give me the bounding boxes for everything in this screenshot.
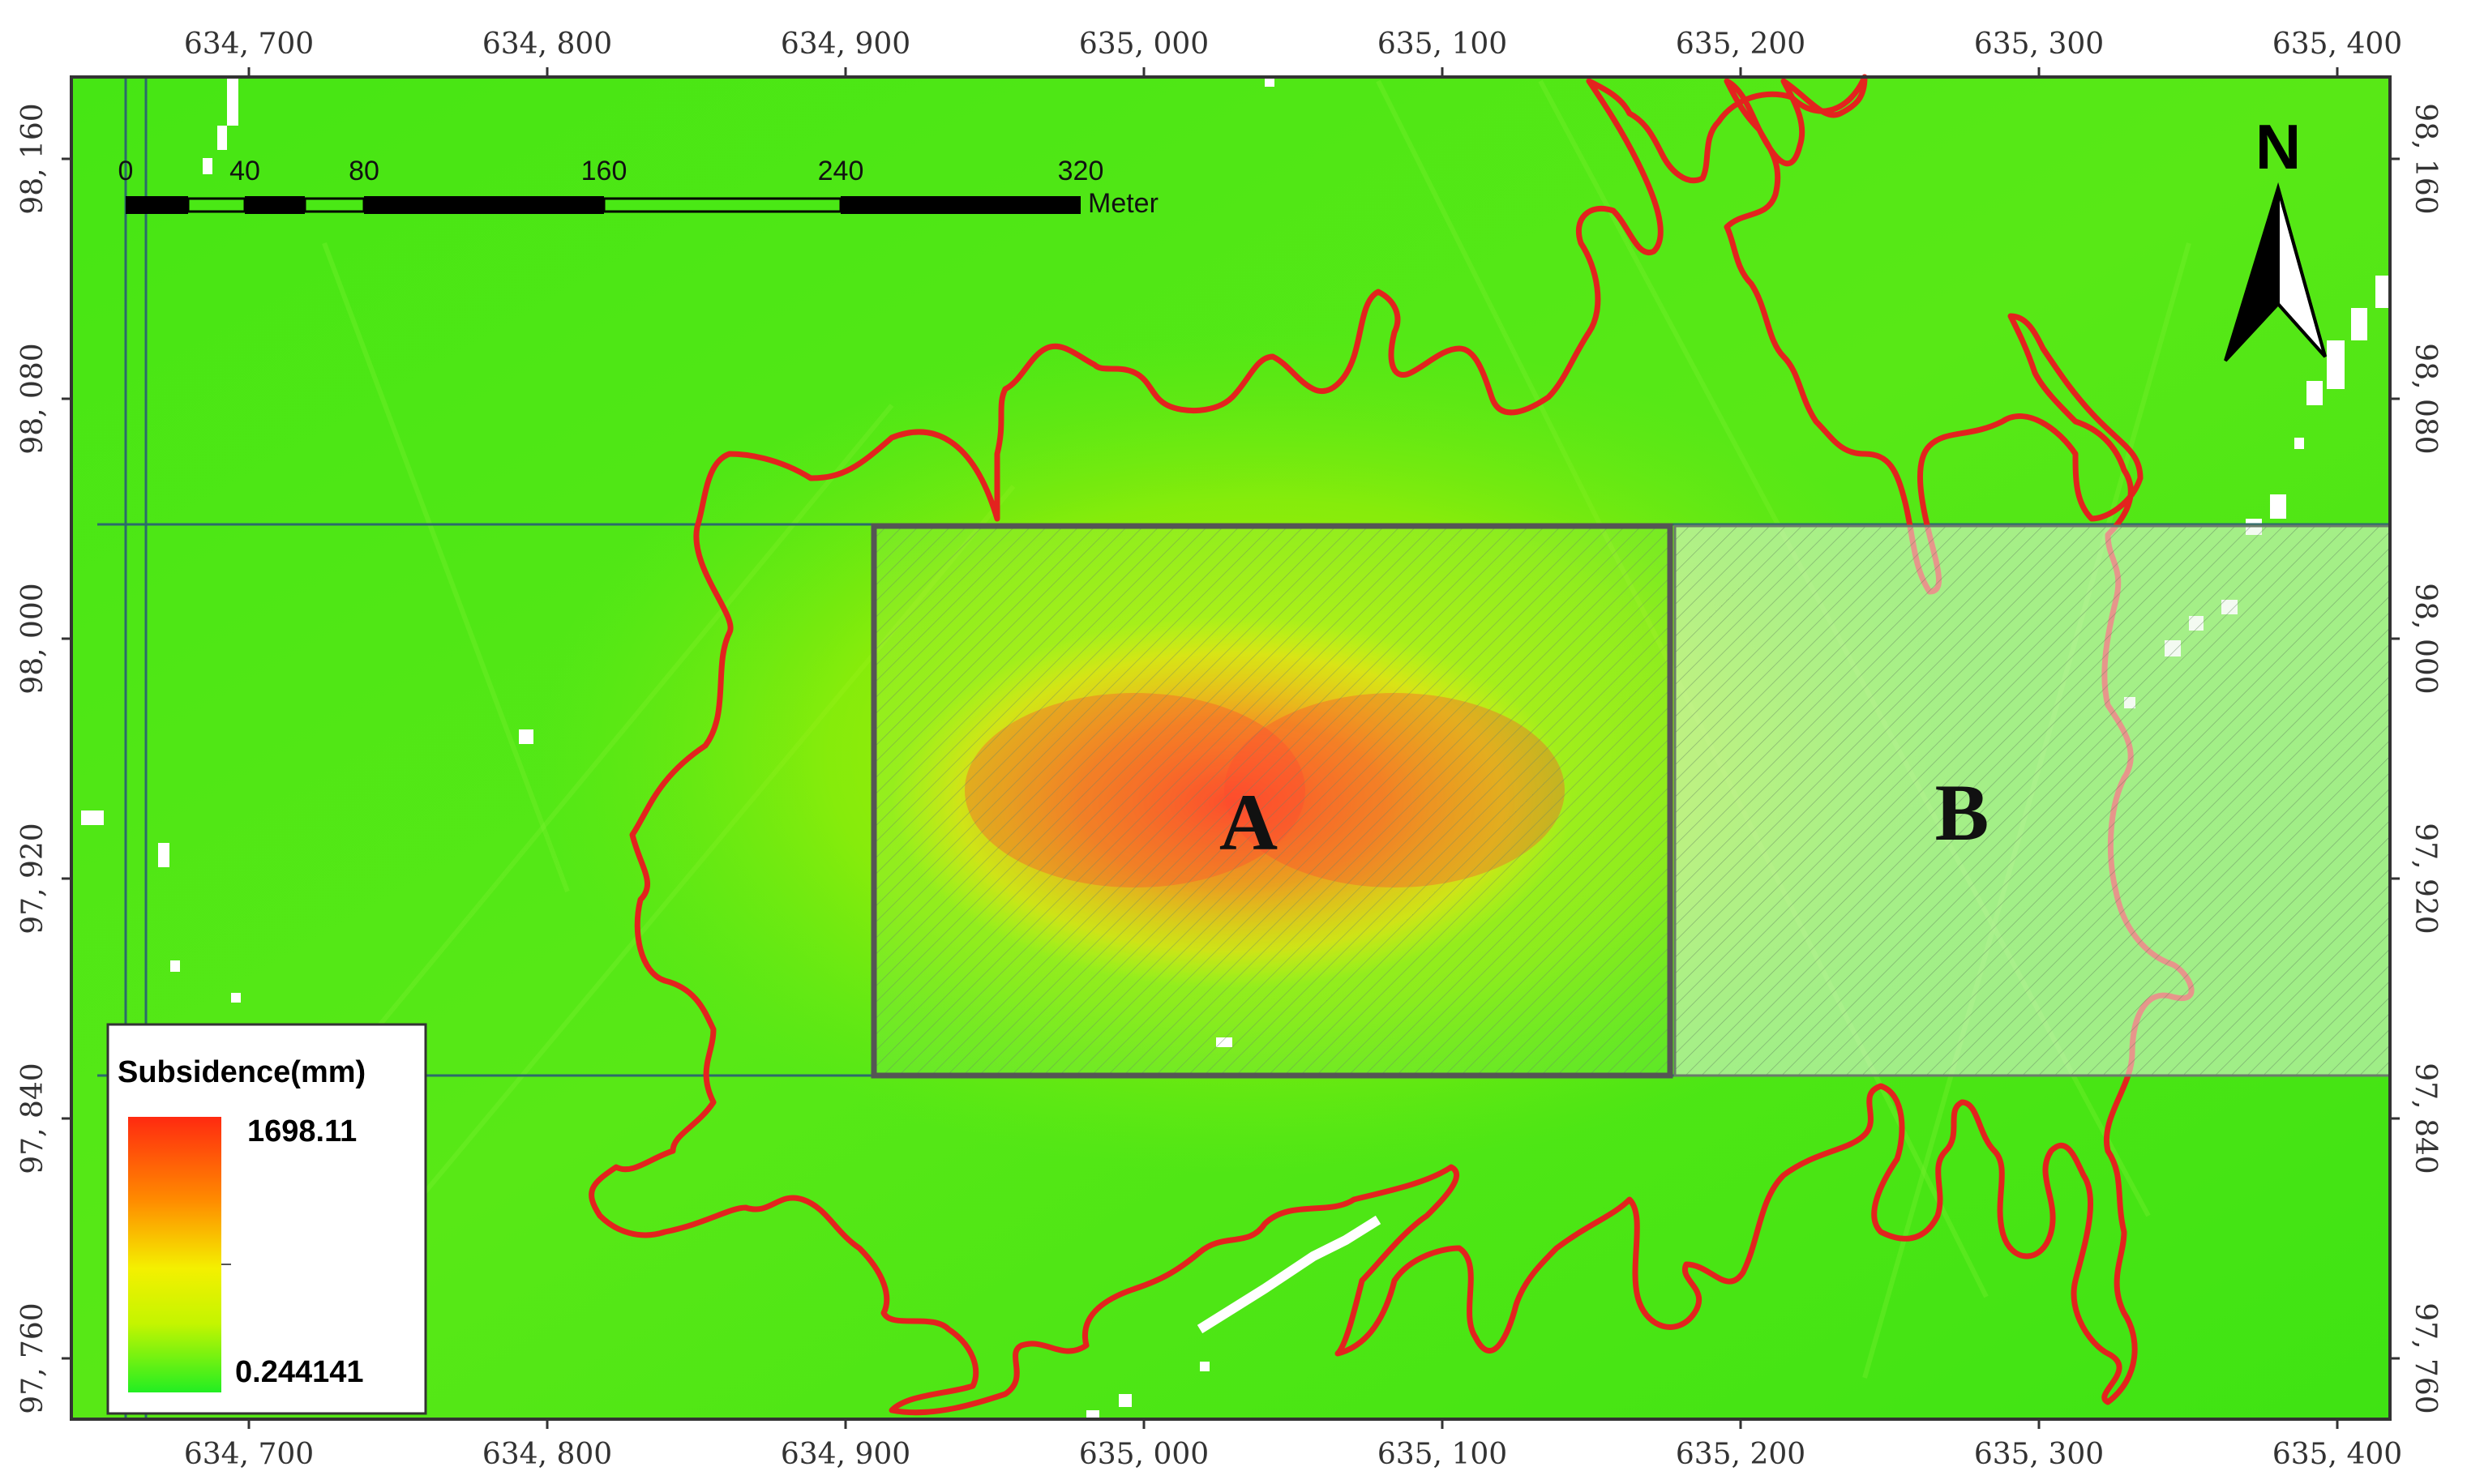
y-tick-label-left: 97, 760	[16, 1302, 49, 1413]
scale-segment	[841, 196, 1081, 214]
y-tick-label-right: 97, 840	[2409, 1063, 2442, 1174]
region-a-label: A	[1219, 777, 1278, 867]
north-arrow-icon: N	[2224, 111, 2327, 362]
x-tick-label-top: 635, 000	[1079, 28, 1209, 61]
scale-label-80: 80	[349, 156, 379, 186]
y-tick-label-left: 98, 080	[16, 343, 49, 454]
region-a: A	[871, 523, 1673, 1079]
legend-min: 0.244141	[235, 1355, 364, 1389]
x-tick-label-top: 634, 800	[482, 28, 612, 61]
scale-label-0: 0	[118, 156, 134, 186]
x-tick-label-bottom: 634, 900	[781, 1438, 910, 1471]
y-tick-label-left: 98, 160	[16, 103, 49, 214]
y-axis-right: 98, 160 98, 080 98, 000 97, 920 97, 840 97, 7…	[2390, 103, 2442, 1414]
scale-segment	[303, 197, 366, 213]
map-frame: A B 0 40 80 160 240 320 Meter	[70, 74, 2392, 1421]
scale-segment	[364, 196, 604, 214]
legend-color-ramp	[128, 1117, 221, 1392]
legend-title: Subsidence(mm)	[118, 1055, 366, 1089]
scale-label-160: 160	[581, 156, 627, 186]
x-tick-label-bottom: 635, 300	[1974, 1438, 2104, 1471]
scale-segment	[245, 196, 305, 214]
y-axis-left: 98, 160 98, 080 98, 000 97, 920 97, 840 97, 7…	[16, 103, 71, 1414]
y-tick-label-left: 98, 000	[16, 583, 49, 694]
x-tick-label-top: 635, 300	[1974, 28, 2104, 61]
scale-label-320: 320	[1058, 156, 1104, 186]
scale-unit: Meter	[1088, 188, 1159, 219]
nodata-streak	[1197, 1215, 1381, 1334]
y-tick-label-right: 98, 000	[2409, 583, 2442, 694]
scale-bar: 0 40 80 160 240 320 Meter	[118, 156, 1159, 219]
north-label: N	[2255, 111, 2301, 182]
x-tick-label-top: 635, 200	[1676, 28, 1805, 61]
x-tick-label-bottom: 634, 700	[184, 1438, 314, 1471]
y-tick-label-left: 97, 840	[16, 1063, 49, 1174]
x-tick-label-bottom: 635, 200	[1676, 1438, 1805, 1471]
scale-segment	[602, 197, 842, 213]
x-tick-label-top: 634, 900	[781, 28, 910, 61]
legend: Subsidence(mm) 1698.11 0.244141	[106, 1023, 427, 1415]
scale-label-240: 240	[818, 156, 864, 186]
y-tick-label-right: 98, 160	[2409, 103, 2442, 214]
region-b: B	[1673, 524, 2392, 1077]
x-tick-label-top: 635, 100	[1377, 28, 1507, 61]
y-tick-label-right: 97, 760	[2409, 1302, 2442, 1413]
scale-segment	[126, 196, 188, 214]
x-tick-label-bottom: 635, 400	[2272, 1438, 2402, 1471]
x-tick-label-bottom: 635, 100	[1377, 1438, 1507, 1471]
y-tick-label-left: 97, 920	[16, 823, 49, 934]
scale-segment	[186, 197, 246, 213]
legend-max: 1698.11	[247, 1114, 357, 1148]
x-tick-label-top: 635, 400	[2272, 28, 2402, 61]
x-tick-label-bottom: 635, 000	[1079, 1438, 1209, 1471]
x-axis-top: 634, 700 634, 800 634, 900 635, 000 635, 100…	[184, 28, 2402, 77]
y-tick-label-right: 97, 920	[2409, 823, 2442, 934]
x-tick-label-bottom: 634, 800	[482, 1438, 612, 1471]
x-tick-label-top: 634, 700	[184, 28, 314, 61]
y-tick-label-right: 98, 080	[2409, 343, 2442, 454]
region-b-label: B	[1935, 768, 1989, 857]
map-border	[70, 75, 2392, 1421]
x-axis-bottom: 634, 700 634, 800 634, 900 635, 000 635, 100…	[184, 1419, 2402, 1471]
subsidence-boundary	[589, 74, 2195, 1416]
scale-label-40: 40	[229, 156, 260, 186]
